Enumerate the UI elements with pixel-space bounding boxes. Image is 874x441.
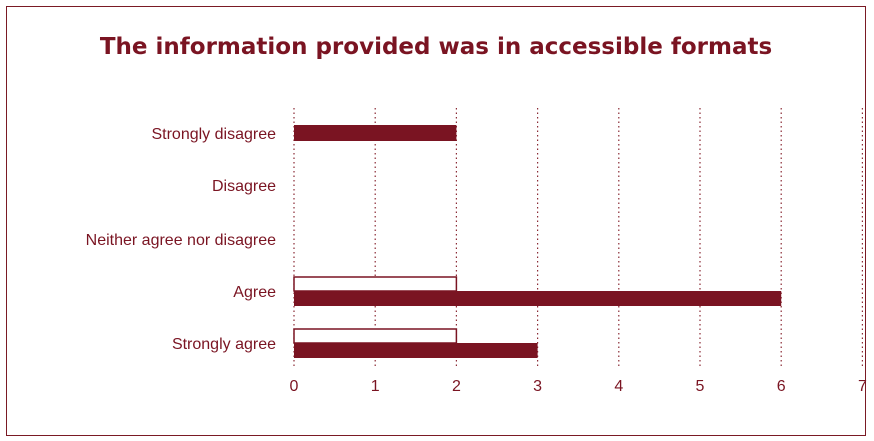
category-labels: Strongly disagree Disagree Neither agree n… (86, 126, 276, 353)
category-label-2: Neither agree nor disagree (86, 232, 276, 249)
category-label-4: Strongly agree (172, 336, 276, 353)
category-label-3: Agree (233, 284, 276, 301)
chart-frame (6, 6, 866, 436)
bar-outline-3 (293, 276, 458, 292)
bar-filled-4 (294, 343, 538, 358)
tick-label-7: 7 (858, 378, 867, 395)
gridlines (293, 108, 864, 368)
tick-label-3: 3 (533, 378, 542, 395)
bar-filled-0 (294, 125, 457, 141)
chart-title: The information provided was in accessib… (99, 34, 773, 60)
category-label-0: Strongly disagree (151, 126, 276, 143)
tick-label-4: 4 (614, 378, 623, 395)
category-label-1: Disagree (212, 178, 276, 195)
bar-filled-3 (294, 291, 782, 306)
tick-label-5: 5 (696, 378, 705, 395)
tick-label-0: 0 (290, 378, 299, 395)
tick-label-6: 6 (777, 378, 786, 395)
bars (293, 125, 782, 358)
x-axis-ticks: 0 1 2 3 4 5 6 7 (290, 378, 867, 395)
tick-label-1: 1 (371, 378, 380, 395)
tick-label-2: 2 (452, 378, 461, 395)
bar-outline-4 (293, 328, 458, 344)
